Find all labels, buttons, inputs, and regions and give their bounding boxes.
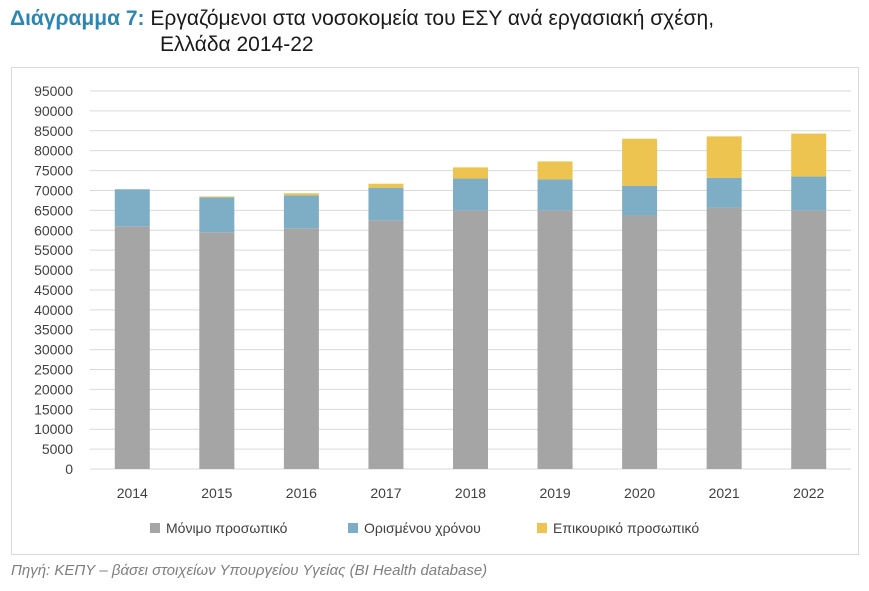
bar-segment-fixed-term [368,187,404,221]
bar-segment-permanent [114,226,150,469]
bar-segment-auxiliary [368,183,404,188]
y-tick-label: 45000 [34,282,73,298]
y-tick-label: 60000 [34,222,73,238]
x-tick-label: 2022 [793,485,824,501]
y-tick-label: 20000 [34,381,73,397]
y-tick-label: 40000 [34,302,73,318]
bar-segment-permanent [706,207,742,469]
x-tick-label: 2020 [624,485,655,501]
y-tick-label: 85000 [34,123,73,139]
bar-segment-permanent [791,210,827,470]
y-tick-label: 5000 [42,441,73,457]
bar-segment-fixed-term [199,197,235,233]
legend-label: Ορισμένου χρόνου [364,520,481,536]
legend-swatch [537,523,547,533]
bar-segment-fixed-term [622,185,658,216]
y-tick-label: 90000 [34,103,73,119]
bar-segment-auxiliary [622,138,658,186]
legend-label: Επικουρικό προσωπικό [553,520,699,536]
bar-segment-permanent [283,228,319,469]
y-tick-label: 75000 [34,163,73,179]
legend-label: Μόνιμο προσωπικό [166,520,288,536]
y-tick-label: 35000 [34,322,73,338]
y-tick-label: 30000 [34,342,73,358]
bar-segment-permanent [199,232,235,469]
x-tick-label: 2016 [286,485,317,501]
x-tick-label: 2017 [370,485,401,501]
bar-segment-fixed-term [706,177,742,208]
bar-segment-fixed-term [453,178,488,211]
bar-segment-auxiliary [706,136,742,178]
title-prefix: Διάγραμμα 7: [10,7,145,30]
bar-segment-auxiliary [453,167,488,179]
x-tick-label: 2019 [539,485,570,501]
y-tick-label: 65000 [34,202,73,218]
bar-segment-fixed-term [283,195,319,229]
bar-segment-permanent [537,210,573,470]
y-tick-label: 80000 [34,143,73,159]
bar-segment-fixed-term [791,176,827,211]
y-tick-label: 95000 [34,83,73,99]
bar-segment-fixed-term [537,179,573,211]
x-tick-label: 2014 [117,485,148,501]
bar-segment-auxiliary [199,196,235,198]
bar-segment-fixed-term [114,189,150,227]
title-line-2: Ελλάδα 2014-22 [160,33,314,56]
bar-segment-auxiliary [791,133,827,177]
legend-swatch [348,523,358,533]
chart-title: Διάγραμμα 7: Εργαζόμενοι στα νοσοκομεία … [10,6,860,58]
y-tick-label: 70000 [34,182,73,198]
y-tick-label: 55000 [34,242,73,258]
y-tick-label: 50000 [34,262,73,278]
legend-swatch [150,523,160,533]
y-tick-label: 10000 [34,421,73,437]
bar-segment-auxiliary [537,161,573,180]
source-note: Πηγή: ΚΕΠΥ – βάσει στοιχείων Υπουργείου … [11,562,488,579]
bar-segment-auxiliary [283,193,319,196]
y-tick-label: 0 [65,461,73,477]
x-tick-label: 2021 [709,485,740,501]
bar-segment-permanent [453,210,488,470]
title-line-1: Εργαζόμενοι στα νοσοκομεία του ΕΣΥ ανά ε… [150,7,715,30]
x-tick-label: 2018 [455,485,486,501]
x-tick-label: 2015 [201,485,232,501]
y-tick-label: 15000 [34,401,73,417]
y-tick-label: 25000 [34,362,73,378]
bar-segment-permanent [622,215,658,469]
bar-segment-permanent [368,220,404,469]
